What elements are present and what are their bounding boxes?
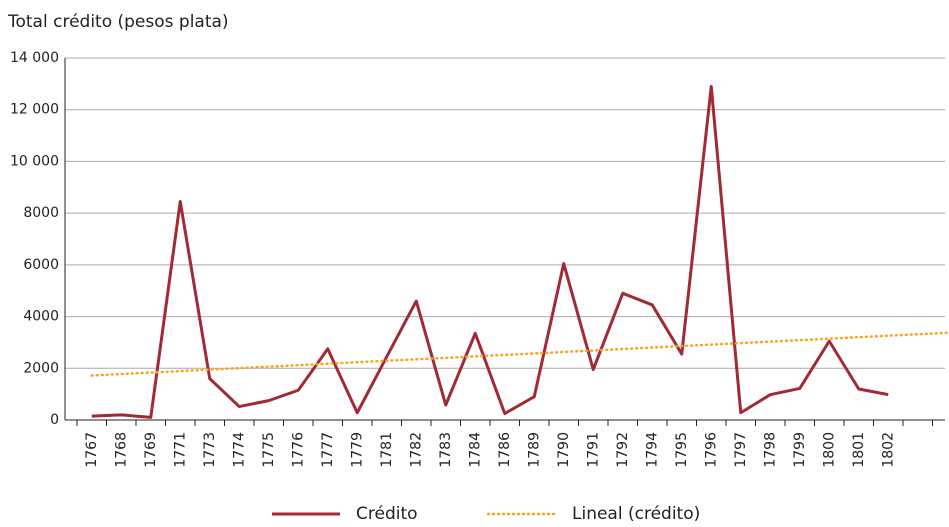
- chart-title: Total crédito (pesos plata): [7, 12, 229, 32]
- x-tick-label: 1783: [438, 432, 454, 468]
- x-tick-label: 1801: [851, 432, 867, 468]
- x-tick-label: 1779: [349, 432, 365, 468]
- y-tick-label: 14 000: [10, 50, 59, 66]
- x-tick-label: 1802: [880, 432, 896, 468]
- series-line: [91, 84, 889, 419]
- x-tick-label: 1797: [733, 432, 749, 468]
- x-tick-label: 1799: [792, 432, 808, 468]
- y-tick-label: 12 000: [10, 102, 59, 118]
- x-tick-label: 1784: [467, 432, 483, 468]
- x-tick-label: 1791: [585, 432, 601, 468]
- x-tick-label: 1776: [290, 432, 306, 468]
- legend-label: Crédito: [356, 504, 418, 523]
- x-tick-label: 1794: [644, 432, 660, 468]
- y-tick-label: 2000: [23, 360, 59, 376]
- x-tick-label: 1768: [113, 432, 129, 468]
- y-tick-label: 0: [50, 412, 59, 428]
- y-tick-label: 8000: [23, 205, 59, 221]
- x-tick-label: 1774: [231, 432, 247, 468]
- x-tick-label: 1798: [762, 432, 778, 468]
- legend-label: Lineal (crédito): [572, 504, 700, 523]
- x-tick-label: 1781: [379, 432, 395, 468]
- y-tick-label: 10 000: [10, 153, 59, 169]
- x-tick-label: 1767: [84, 432, 100, 468]
- x-tick-label: 1795: [674, 432, 690, 468]
- y-tick-label: 4000: [23, 309, 59, 325]
- x-tick-label: 1771: [172, 432, 188, 468]
- x-tick-label: 1773: [202, 432, 218, 468]
- x-tick-label: 1769: [143, 432, 159, 468]
- x-tick-label: 1777: [320, 432, 336, 468]
- x-tick-label: 1800: [821, 432, 837, 468]
- x-tick-label: 1792: [615, 432, 631, 468]
- x-tick-label: 1790: [556, 432, 572, 468]
- x-tick-label: 1796: [703, 432, 719, 468]
- x-tick-label: 1786: [497, 432, 513, 468]
- x-tick-label: 1789: [526, 432, 542, 468]
- y-tick-label: 6000: [23, 257, 59, 273]
- x-tick-label: 1782: [408, 432, 424, 468]
- x-tick-label: 1775: [261, 432, 277, 468]
- series-line: [90, 331, 949, 377]
